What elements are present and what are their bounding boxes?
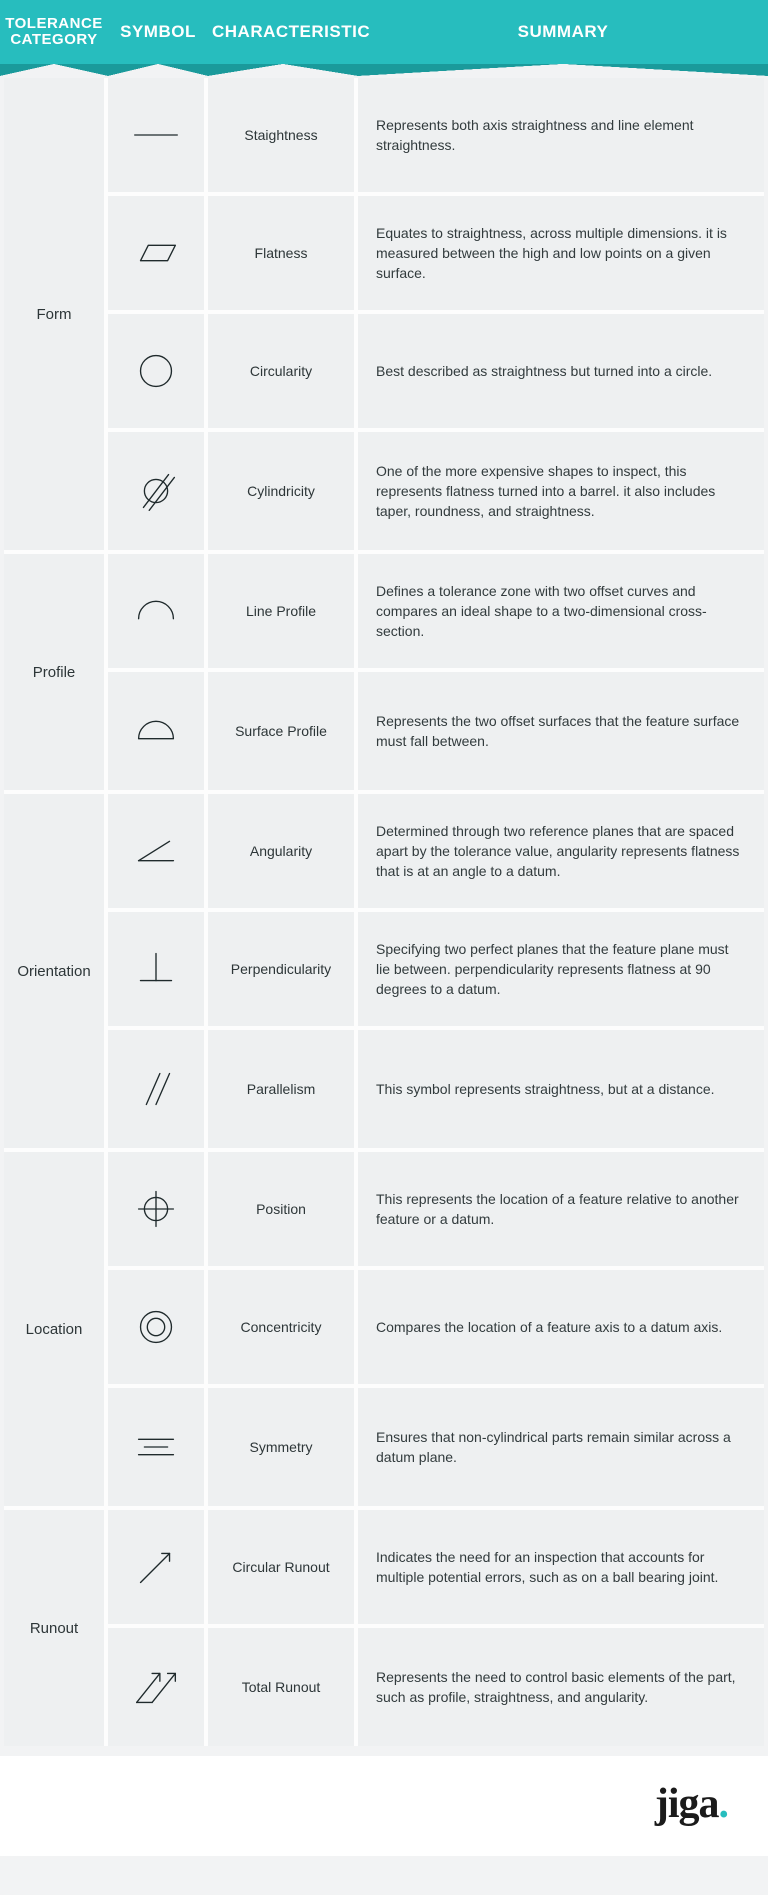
circular-runout-icon bbox=[108, 1510, 208, 1624]
summary-text: One of the more expensive shapes to insp… bbox=[358, 432, 764, 550]
category-block: FormStaightnessRepresents both axis stra… bbox=[4, 78, 764, 554]
table-row: FlatnessEquates to straightness, across … bbox=[108, 196, 764, 314]
cylindricity-icon bbox=[108, 432, 208, 550]
characteristic-label: Circularity bbox=[208, 314, 358, 428]
category-label: Form bbox=[4, 78, 108, 550]
symmetry-icon bbox=[108, 1388, 208, 1506]
flag-icon bbox=[108, 64, 208, 76]
characteristic-label: Staightness bbox=[208, 78, 358, 192]
summary-text: Compares the location of a feature axis … bbox=[358, 1270, 764, 1384]
category-rows: AngularityDetermined through two referen… bbox=[108, 794, 764, 1148]
header-symbol: Symbol bbox=[108, 23, 208, 42]
summary-text: Represents both axis straightness and li… bbox=[358, 78, 764, 192]
table-row: ConcentricityCompares the location of a … bbox=[108, 1270, 764, 1388]
summary-text: Indicates the need for an inspection tha… bbox=[358, 1510, 764, 1624]
flag-icon bbox=[358, 64, 768, 76]
summary-text: Ensures that non-cylindrical parts remai… bbox=[358, 1388, 764, 1506]
category-label: Location bbox=[4, 1152, 108, 1506]
flag-icon bbox=[208, 64, 358, 76]
table-row: PositionThis represents the location of … bbox=[108, 1152, 764, 1270]
characteristic-label: Total Runout bbox=[208, 1628, 358, 1746]
table-row: Surface ProfileRepresents the two offset… bbox=[108, 672, 764, 790]
angularity-icon bbox=[108, 794, 208, 908]
category-block: LocationPositionThis represents the loca… bbox=[4, 1152, 764, 1510]
characteristic-label: Line Profile bbox=[208, 554, 358, 668]
surface-profile-icon bbox=[108, 672, 208, 790]
logo-dot-icon: . bbox=[719, 1781, 729, 1827]
category-rows: Circular RunoutIndicates the need for an… bbox=[108, 1510, 764, 1746]
category-block: ProfileLine ProfileDefines a tolerance z… bbox=[4, 554, 764, 794]
characteristic-label: Concentricity bbox=[208, 1270, 358, 1384]
characteristic-label: Angularity bbox=[208, 794, 358, 908]
category-label: Profile bbox=[4, 554, 108, 790]
logo-text: jiga bbox=[655, 1781, 719, 1827]
characteristic-label: Flatness bbox=[208, 196, 358, 310]
tolerance-table: Tolerance Category Symbol Characteristic… bbox=[0, 0, 768, 1756]
category-rows: StaightnessRepresents both axis straight… bbox=[108, 78, 764, 550]
table-header: Tolerance Category Symbol Characteristic… bbox=[0, 0, 768, 64]
table-row: PerpendicularitySpecifying two perfect p… bbox=[108, 912, 764, 1030]
table-row: Line ProfileDefines a tolerance zone wit… bbox=[108, 554, 764, 672]
summary-text: This represents the location of a featur… bbox=[358, 1152, 764, 1266]
summary-text: Represents the need to control basic ele… bbox=[358, 1628, 764, 1746]
header-flags bbox=[0, 64, 768, 76]
category-label: Orientation bbox=[4, 794, 108, 1148]
category-rows: PositionThis represents the location of … bbox=[108, 1152, 764, 1506]
header-category: Tolerance Category bbox=[0, 16, 108, 49]
characteristic-label: Parallelism bbox=[208, 1030, 358, 1148]
table-row: AngularityDetermined through two referen… bbox=[108, 794, 764, 912]
table-row: Circular RunoutIndicates the need for an… bbox=[108, 1510, 764, 1628]
table-row: StaightnessRepresents both axis straight… bbox=[108, 78, 764, 196]
summary-text: Specifying two perfect planes that the f… bbox=[358, 912, 764, 1026]
characteristic-label: Cylindricity bbox=[208, 432, 358, 550]
summary-text: Best described as straightness but turne… bbox=[358, 314, 764, 428]
category-label: Runout bbox=[4, 1510, 108, 1746]
characteristic-label: Position bbox=[208, 1152, 358, 1266]
characteristic-label: Perpendicularity bbox=[208, 912, 358, 1026]
parallelism-icon bbox=[108, 1030, 208, 1148]
summary-text: Determined through two reference planes … bbox=[358, 794, 764, 908]
table-row: ParallelismThis symbol represents straig… bbox=[108, 1030, 764, 1148]
table-row: SymmetryEnsures that non-cylindrical par… bbox=[108, 1388, 764, 1506]
summary-text: Represents the two offset surfaces that … bbox=[358, 672, 764, 790]
footer: jiga. bbox=[0, 1756, 768, 1856]
table-row: CircularityBest described as straightnes… bbox=[108, 314, 764, 432]
header-summary: Summary bbox=[358, 23, 768, 42]
characteristic-label: Surface Profile bbox=[208, 672, 358, 790]
position-icon bbox=[108, 1152, 208, 1266]
category-block: RunoutCircular RunoutIndicates the need … bbox=[4, 1510, 764, 1746]
category-rows: Line ProfileDefines a tolerance zone wit… bbox=[108, 554, 764, 790]
straightness-icon bbox=[108, 78, 208, 192]
flag-icon bbox=[0, 64, 108, 76]
category-block: OrientationAngularityDetermined through … bbox=[4, 794, 764, 1152]
circularity-icon bbox=[108, 314, 208, 428]
characteristic-label: Circular Runout bbox=[208, 1510, 358, 1624]
total-runout-icon bbox=[108, 1628, 208, 1746]
table-row: Total RunoutRepresents the need to contr… bbox=[108, 1628, 764, 1746]
summary-text: Defines a tolerance zone with two offset… bbox=[358, 554, 764, 668]
characteristic-label: Symmetry bbox=[208, 1388, 358, 1506]
table-body: FormStaightnessRepresents both axis stra… bbox=[0, 76, 768, 1756]
summary-text: Equates to straightness, across multiple… bbox=[358, 196, 764, 310]
table-row: CylindricityOne of the more expensive sh… bbox=[108, 432, 764, 550]
header-characteristic: Characteristic bbox=[208, 23, 358, 42]
concentricity-icon bbox=[108, 1270, 208, 1384]
summary-text: This symbol represents straightness, but… bbox=[358, 1030, 764, 1148]
logo: jiga. bbox=[655, 1780, 728, 1828]
line-profile-icon bbox=[108, 554, 208, 668]
perpendicularity-icon bbox=[108, 912, 208, 1026]
flatness-icon bbox=[108, 196, 208, 310]
